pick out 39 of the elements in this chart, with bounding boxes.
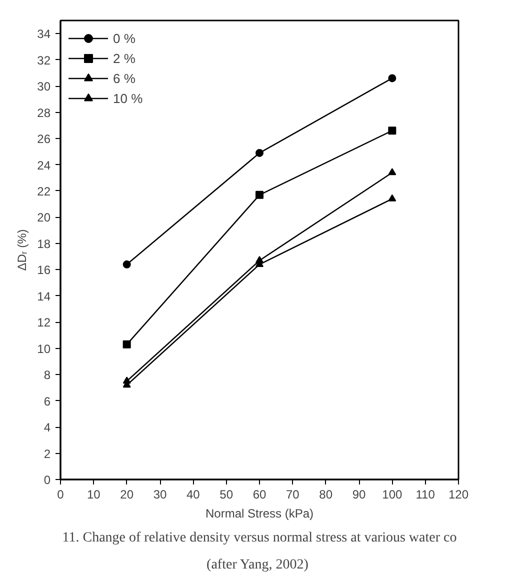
legend-label: 0 %	[113, 30, 136, 46]
y-tick-label: 20	[37, 210, 51, 225]
x-tick-label: 80	[319, 488, 333, 502]
x-tick-label: 100	[382, 488, 403, 502]
y-tick-label: 26	[37, 132, 51, 146]
x-tick-label: 20	[120, 488, 134, 502]
x-tick-label: 60	[252, 488, 266, 502]
x-tick-label: 90	[352, 488, 366, 502]
y-tick-label: 12	[37, 316, 51, 330]
y-tick-label: 10	[37, 342, 51, 356]
y-tick-label: 30	[37, 80, 51, 94]
x-tick-label: 70	[286, 488, 300, 502]
legend-label: 2 %	[113, 50, 136, 66]
y-tick-label: 14	[37, 289, 51, 304]
text: 11. Change of relative density versus normal stress at various water co	[62, 530, 457, 546]
legend-label: 6 %	[113, 70, 136, 86]
y-tick-label: 8	[44, 368, 51, 382]
y-axis-title: ΔDᵣ (%)	[15, 229, 30, 271]
x-tick-label: 50	[220, 488, 234, 502]
y-tick-label: 6	[44, 394, 51, 408]
text: (after Yang, 2002)	[206, 558, 309, 572]
x-tick-label: 10	[86, 488, 101, 502]
y-tick-label: 16	[37, 263, 51, 278]
y-tick-label: 0	[44, 473, 51, 487]
y-tick-label: 18	[37, 236, 51, 251]
y-tick-label: 34	[37, 27, 51, 42]
y-tick-label: 28	[37, 106, 51, 120]
x-tick-label: 0	[57, 488, 64, 502]
x-tick-label: 110	[416, 488, 436, 502]
x-tick-label: 40	[186, 488, 200, 502]
y-tick-label: 2	[44, 446, 51, 461]
x-axis-title: Normal Stress (kPa)	[205, 506, 314, 520]
legend-label: 10 %	[113, 90, 143, 106]
y-tick-label: 24	[37, 158, 51, 172]
y-tick-label: 4	[44, 420, 51, 435]
x-tick-label: 30	[153, 488, 167, 502]
y-tick-label: 32	[37, 53, 51, 68]
x-tick-label: 120	[448, 488, 469, 502]
y-tick-label: 22	[37, 184, 51, 198]
